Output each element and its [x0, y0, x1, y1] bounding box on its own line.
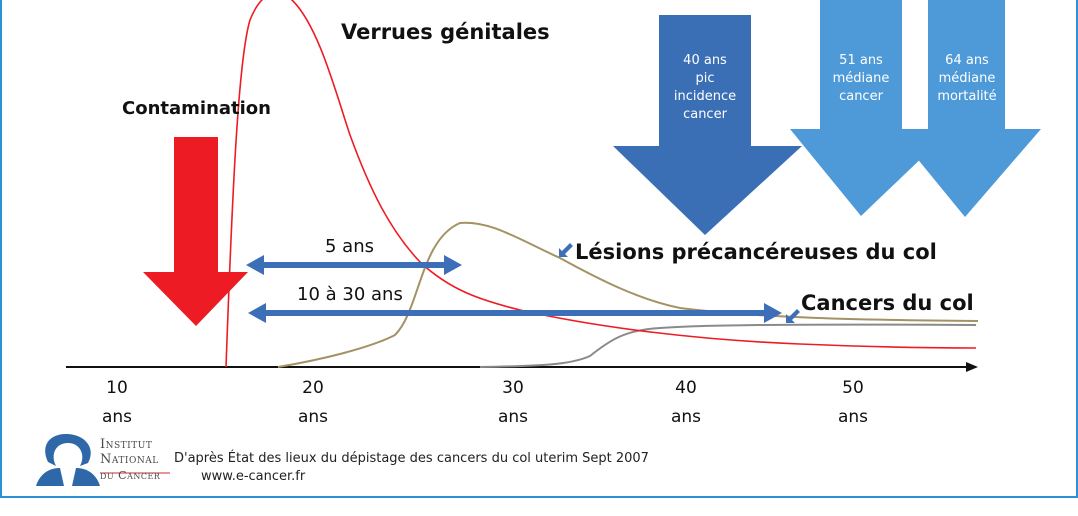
axis-tick-10: 10 ans [87, 374, 147, 432]
cancer-curve [479, 323, 977, 368]
source-citation: D'après État des lieux du dépistage des … [174, 451, 649, 466]
axis-tick-value: 10 [106, 378, 128, 398]
axis-tick-30: 30 ans [483, 374, 543, 432]
milestone-arrow-64 [893, 0, 1041, 217]
contamination-arrow [143, 137, 248, 326]
verrues-curve [225, 0, 977, 368]
milestone-40-text: 40 ans pic incidence cancer [659, 52, 751, 124]
institut-logo-mark [36, 433, 170, 486]
cancers-label: Cancers du col [801, 291, 974, 315]
milestone-64-line2: médiane [938, 71, 996, 86]
span-10-30-label: 10 à 30 ans [297, 284, 403, 305]
axis-tick-value: 30 [502, 378, 524, 398]
milestone-51-text: 51 ans médiane cancer [820, 52, 902, 106]
milestone-51-line3: cancer [839, 89, 883, 104]
milestone-40-line4: cancer [683, 107, 727, 122]
axis-tick-unit: ans [837, 407, 869, 427]
axis-tick-unit: ans [101, 407, 133, 427]
milestone-arrow-51 [790, 0, 952, 216]
source-url[interactable]: www.e-cancer.fr [201, 469, 306, 484]
age-axis-arrowhead [966, 362, 978, 372]
lesions-label: Lésions précancéreuses du col [575, 240, 937, 264]
axis-tick-unit: ans [670, 407, 702, 427]
span-5-arrowhead-left [246, 255, 264, 275]
logo-line1: Institut [100, 437, 153, 452]
contamination-label: Contamination [122, 98, 271, 119]
lesions-pointer-icon [559, 243, 573, 257]
span-10-30-arrowhead-left [248, 303, 266, 323]
axis-tick-value: 50 [842, 378, 864, 398]
milestone-51-line1: 51 ans [839, 53, 883, 68]
milestone-51-line2: médiane [832, 71, 890, 86]
axis-tick-value: 20 [302, 378, 324, 398]
milestone-64-line3: mortalité [937, 89, 997, 104]
logo-line3: du Cancer [100, 469, 161, 482]
milestone-64-line1: 64 ans [945, 53, 989, 68]
axis-tick-unit: ans [497, 407, 529, 427]
milestone-40-line1: 40 ans [683, 53, 727, 68]
axis-tick-50: 50 ans [823, 374, 883, 432]
cancers-pointer-icon [786, 309, 800, 323]
span-10-30-arrowhead-right [764, 303, 782, 323]
axis-tick-20: 20 ans [283, 374, 343, 432]
axis-tick-unit: ans [297, 407, 329, 427]
axis-tick-40: 40 ans [656, 374, 716, 432]
span-5-label: 5 ans [325, 236, 374, 257]
milestone-64-text: 64 ans médiane mortalité [926, 52, 1008, 106]
frame-border [0, 0, 1078, 498]
milestone-arrow-40 [613, 15, 802, 235]
milestone-40-line3: incidence [673, 89, 737, 104]
logo-line2: National [100, 452, 159, 467]
span-5-arrowhead-right [444, 255, 462, 275]
milestone-40-line2: pic [695, 71, 715, 86]
verrues-label: Verrues génitales [341, 20, 550, 44]
axis-tick-value: 40 [675, 378, 697, 398]
